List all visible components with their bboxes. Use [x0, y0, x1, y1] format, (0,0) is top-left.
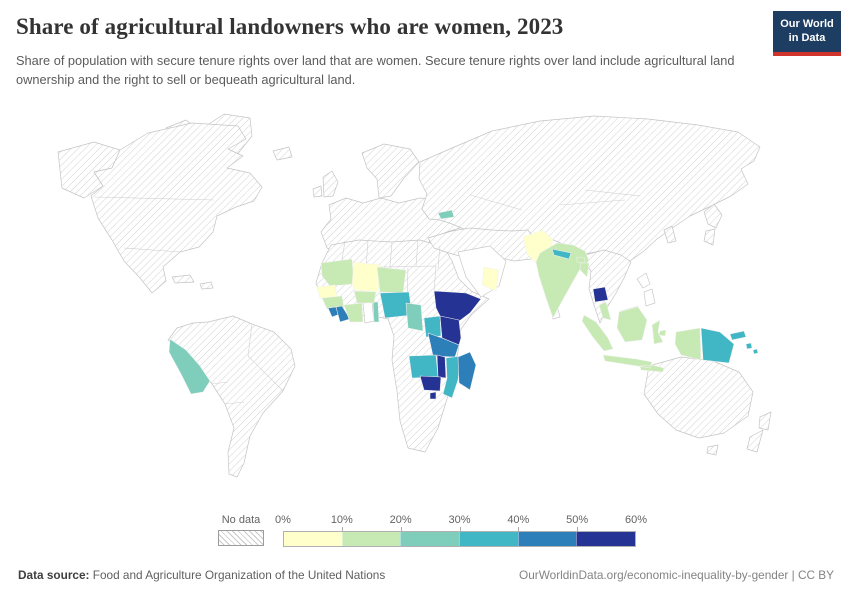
owid-logo-line2: in Data	[788, 31, 826, 44]
legend-bin-swatch[interactable]	[284, 532, 342, 546]
world-choropleth-map	[0, 108, 850, 510]
country-india[interactable]	[535, 242, 590, 319]
legend-tick-mark	[341, 527, 343, 531]
legend-tick-labels: 0% 10% 20% 30% 40% 50% 60%	[275, 514, 647, 531]
no-data-swatch[interactable]	[218, 530, 264, 546]
land-japan[interactable]	[703, 203, 723, 246]
legend-bin-swatch[interactable]	[517, 532, 577, 546]
legend-tick-mark	[459, 527, 461, 531]
land-korea[interactable]	[663, 225, 677, 244]
country-peru[interactable]	[168, 338, 211, 395]
border-hints	[94, 189, 641, 405]
land-tasmania[interactable]	[706, 444, 719, 456]
country-bhutan[interactable]	[576, 256, 586, 264]
country-cote-divoire[interactable]	[343, 302, 364, 323]
land-hispaniola[interactable]	[199, 281, 214, 290]
land-south-america[interactable]	[167, 315, 296, 478]
land-asia[interactable]	[418, 115, 761, 262]
country-uganda[interactable]	[423, 315, 442, 338]
land-new-zealand[interactable]	[746, 411, 772, 453]
legend-tick-mark	[400, 527, 402, 531]
country-kenya[interactable]	[439, 315, 462, 346]
data-source-label: Data source:	[18, 568, 90, 582]
legend-bin-swatch[interactable]	[400, 532, 460, 546]
owid-logo[interactable]: Our World in Data	[773, 11, 841, 56]
country-cameroon[interactable]	[405, 302, 424, 332]
country-cambodia[interactable]	[592, 286, 609, 303]
country-burkina-faso[interactable]	[353, 290, 377, 304]
country-nepal[interactable]	[551, 248, 572, 260]
country-solomon-islands[interactable]	[745, 342, 759, 355]
land-britain[interactable]	[322, 170, 339, 198]
legend-tick-label: 30%	[448, 514, 471, 526]
country-west-papua-indonesia[interactable]	[674, 327, 702, 361]
country-zambia[interactable]	[408, 354, 439, 379]
country-indonesia[interactable]	[581, 306, 667, 373]
legend-tick-label: 40%	[507, 514, 530, 526]
legend-tick-label: 50%	[566, 514, 589, 526]
country-mali[interactable]	[351, 261, 382, 293]
land-cuba[interactable]	[171, 274, 195, 284]
page-title: Share of agricultural landowners who are…	[16, 14, 564, 39]
chart-footer: Data source: Food and Agriculture Organi…	[18, 568, 834, 582]
no-data-label: No data	[221, 514, 261, 526]
country-georgia[interactable]	[437, 209, 455, 220]
land-scandinavia[interactable]	[361, 143, 420, 199]
legend-ramp-wrap: 0% 10% 20% 30% 40% 50% 60%	[275, 514, 647, 547]
country-eswatini[interactable]	[429, 391, 437, 400]
legend-tick-label: 20%	[389, 514, 412, 526]
land-north-america[interactable]	[90, 122, 263, 294]
country-oman[interactable]	[481, 266, 500, 292]
land-philippines[interactable]	[636, 272, 656, 307]
legend-tick-label: 60%	[624, 514, 648, 526]
country-tanzania[interactable]	[427, 332, 460, 358]
land-iceland[interactable]	[272, 146, 293, 161]
legend-color-ramp	[283, 531, 636, 547]
country-zimbabwe[interactable]	[419, 375, 442, 392]
land-ireland[interactable]	[312, 185, 323, 198]
country-papua-new-guinea[interactable]	[700, 327, 747, 364]
country-togo[interactable]	[372, 301, 380, 323]
legend-tick-mark	[518, 527, 520, 531]
country-madagascar[interactable]	[457, 351, 477, 391]
country-ethiopia[interactable]	[433, 290, 482, 323]
country-guinea[interactable]	[321, 295, 345, 310]
legend-no-data: No data	[218, 514, 264, 546]
legend-bin-swatch[interactable]	[459, 532, 518, 546]
country-malawi[interactable]	[436, 354, 447, 379]
legend-tick-mark	[577, 527, 579, 531]
chart-subtitle: Share of population with secure tenure r…	[16, 53, 735, 87]
license-link[interactable]: OurWorldinData.org/economic-inequality-b…	[519, 568, 834, 582]
country-mauritania[interactable]	[320, 258, 355, 287]
legend-bin-swatch[interactable]	[341, 532, 401, 546]
land-southeast-asia[interactable]	[584, 249, 632, 324]
country-niger[interactable]	[376, 266, 407, 294]
legend-tick-label: 0%	[275, 514, 291, 526]
legend-tick-label: 10%	[330, 514, 353, 526]
land-ghana[interactable]	[362, 301, 375, 324]
legend-bin-swatch[interactable]	[576, 532, 636, 546]
country-senegal[interactable]	[316, 284, 338, 299]
owid-logo-line1: Our World	[780, 18, 834, 30]
country-bangladesh[interactable]	[579, 262, 590, 278]
data-source-text: Data source: Food and Agriculture Organi…	[18, 568, 386, 582]
